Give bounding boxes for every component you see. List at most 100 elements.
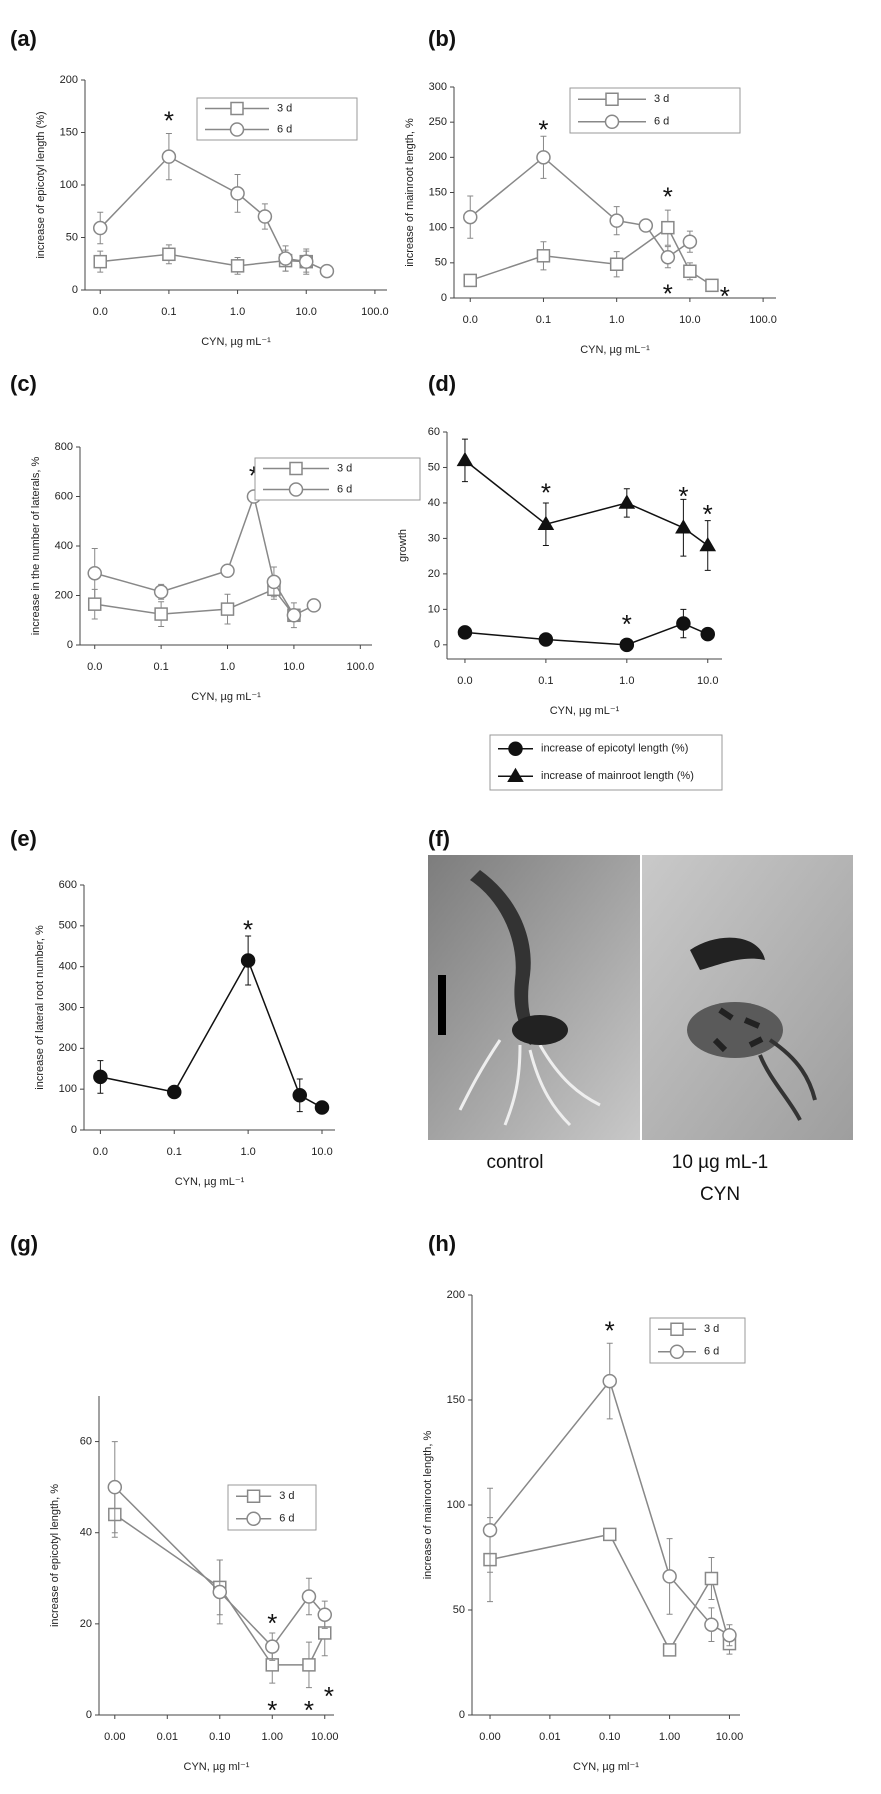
x-tick-label: 0.00: [479, 1731, 500, 1743]
y-tick-label: 10: [428, 603, 440, 615]
y-axis-label: increase of mainroot length, %: [404, 118, 416, 267]
marker: [604, 114, 620, 129]
x-tick-label: 0.00: [104, 1731, 125, 1743]
x-tick-label: 0.1: [536, 314, 551, 326]
y-tick-label: 150: [429, 186, 447, 198]
y-tick-label: 100: [59, 1083, 77, 1095]
marker: [457, 625, 473, 640]
photo-treated: [642, 855, 853, 1140]
x-axis-label: CYN, µg mL⁻¹: [175, 1176, 245, 1188]
annotation: *: [663, 278, 673, 308]
marker: [536, 150, 551, 165]
marker: [286, 608, 302, 623]
marker: [257, 209, 273, 224]
x-tick-label: 1.0: [609, 314, 624, 326]
y-axis-label: increase of lateral root number, %: [34, 925, 46, 1090]
y-tick-label: 250: [429, 116, 447, 128]
x-tick-label: 100.0: [749, 314, 777, 326]
panel-label: (b): [428, 26, 456, 51]
x-tick-label: 10.0: [679, 314, 700, 326]
y-tick-label: 30: [428, 532, 440, 544]
legend-label: 3 d: [654, 93, 669, 105]
y-axis-label: increase of epicotyl length (%): [35, 111, 47, 258]
annotation: *: [703, 499, 713, 529]
panel-label: (f): [428, 826, 450, 851]
marker: [93, 1069, 108, 1085]
annotation: *: [249, 461, 259, 491]
series-line: [464, 459, 709, 547]
y-tick-label: 200: [429, 151, 447, 163]
y-tick-label: 400: [55, 540, 73, 552]
chart: (b) 0 50 100 150 200 250 300 0.0 0.1 1.0 10.0 100.0 C…: [404, 26, 777, 356]
marker: [705, 278, 719, 293]
y-tick-label: 0: [67, 639, 73, 651]
marker: [507, 767, 524, 782]
panel-label: (d): [428, 371, 456, 396]
legend-label: 6 d: [337, 483, 352, 495]
annotation: *: [605, 1315, 615, 1345]
x-axis-label: CYN, µg ml⁻¹: [184, 1761, 250, 1773]
series-line: [100, 253, 307, 267]
marker: [230, 259, 245, 273]
marker: [462, 209, 478, 225]
marker: [161, 149, 177, 164]
marker: [675, 519, 692, 534]
x-axis-label: CYN, µg mL⁻¹: [550, 705, 620, 717]
legend-label: 6 d: [704, 1346, 719, 1358]
chart: (a) 0 50 100 150 200 0.0 0.1 1.0 10.0 100.0 CYN, µg…: [10, 26, 389, 348]
marker: [289, 461, 303, 476]
y-tick-label: 0: [459, 1709, 465, 1721]
annotation: *: [541, 478, 551, 508]
y-tick-label: 300: [59, 1001, 77, 1013]
marker: [230, 186, 245, 201]
panel-label: (c): [10, 371, 37, 396]
annotation: *: [304, 1695, 314, 1725]
x-tick-label: 1.0: [230, 306, 245, 318]
legend-label: 3 d: [279, 1490, 294, 1502]
legend-label: 6 d: [277, 123, 292, 135]
x-tick-label: 10.0: [296, 306, 317, 318]
marker: [722, 1627, 737, 1643]
marker: [314, 1100, 330, 1115]
y-tick-label: 200: [55, 589, 73, 601]
marker: [537, 515, 555, 530]
marker: [107, 1479, 123, 1495]
annotation: *: [720, 281, 730, 311]
x-axis-label: CYN, µg mL⁻¹: [201, 336, 271, 348]
marker: [302, 1658, 316, 1672]
marker: [699, 537, 717, 552]
annotation: *: [164, 106, 174, 136]
x-tick-label: 1.0: [220, 661, 235, 673]
annotation: *: [243, 915, 253, 945]
plant-treated: [687, 1002, 783, 1058]
y-tick-label: 100: [60, 179, 78, 191]
annotation: *: [324, 1681, 334, 1711]
y-tick-label: 50: [428, 461, 440, 473]
x-axis-label: CYN, µg mL⁻¹: [191, 691, 261, 703]
y-tick-label: 0: [72, 284, 78, 296]
marker: [602, 1527, 617, 1542]
caption: 10 µg mL-1: [672, 1152, 769, 1173]
y-tick-label: 200: [59, 1042, 77, 1054]
y-axis-label: increase in the number of laterals, %: [30, 457, 42, 636]
panel-label: (a): [10, 26, 37, 51]
marker: [162, 247, 176, 262]
y-tick-label: 0: [71, 1124, 77, 1136]
series-line: [470, 226, 713, 286]
x-tick-label: 100.0: [361, 306, 389, 318]
marker: [246, 1489, 261, 1503]
marker: [301, 1589, 317, 1604]
x-tick-label: 0.0: [457, 675, 472, 687]
photo: [428, 855, 853, 1140]
legend-box: [569, 87, 741, 134]
y-tick-label: 100: [429, 222, 447, 234]
marker: [87, 565, 102, 581]
y-tick-label: 100: [447, 1499, 465, 1511]
y-tick-label: 60: [80, 1435, 92, 1447]
x-tick-label: 0.01: [157, 1731, 178, 1743]
marker: [609, 213, 624, 228]
marker: [682, 234, 698, 249]
y-tick-label: 200: [447, 1289, 465, 1301]
chart: (d) 0 10 20 30 40 50 60 0.0 0.1 1.0 10.0 CYN, µg mL⁻…: [397, 371, 723, 791]
